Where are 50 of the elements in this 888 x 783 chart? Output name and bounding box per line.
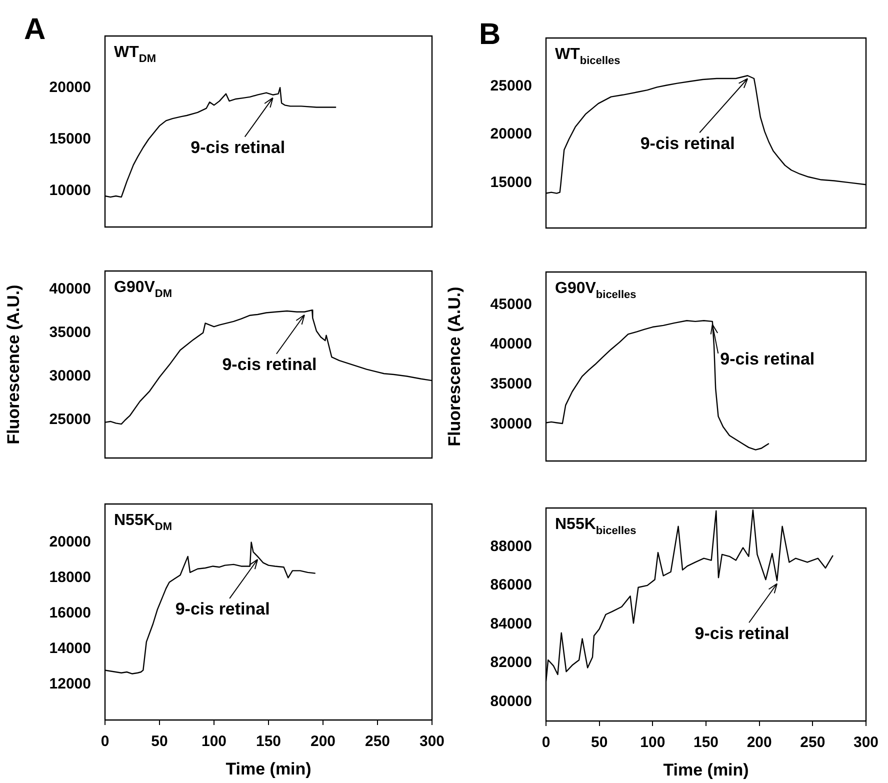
x-tick-label: 0 [100,733,110,750]
x-tick-label: 100 [640,734,666,752]
text: B [479,18,501,51]
x-tick-label: 50 [151,733,168,750]
x-tick-label: 200 [746,734,772,752]
annotation: 9-cis retinal [694,624,790,643]
y-tick-label: 35000 [490,376,532,393]
y-tick-label: 10000 [49,182,91,200]
y-tick-label: 84000 [490,615,532,632]
y-tick-label: 82000 [490,654,532,672]
y-tick-label: 14000 [49,640,91,658]
y-axis-title: Fluorescence (A.U.) [444,286,464,446]
text: A [24,13,46,46]
x-tick-label: 100 [201,733,227,750]
y-tick-label: 25000 [49,410,91,428]
y-axis-title: Fluorescence (A.U.) [4,284,23,444]
y-tick-label: 16000 [49,604,91,622]
annotation: 9-cis retinal [640,134,735,153]
x-tick-label: 300 [419,733,445,750]
y-tick-label: 15000 [49,130,91,148]
x-tick-label: 150 [693,734,719,752]
annotation: 9-cis retinal [190,138,286,158]
y-tick-label: 86000 [490,576,532,594]
annotation: 9-cis retinal [720,350,815,369]
y-tick-label: 18000 [49,568,91,586]
annotation: 9-cis retinal [175,600,270,619]
y-tick-label: 20000 [49,78,91,96]
y-tick-label: 45000 [490,296,532,313]
x-tick-label: 200 [310,733,336,750]
x-tick-label: 0 [542,734,550,752]
y-tick-label: 25000 [490,77,532,94]
y-tick-label: 88000 [490,538,532,555]
x-axis-title: Time (min) [226,759,312,778]
x-tick-label: 150 [256,733,282,750]
y-tick-label: 20000 [490,126,532,143]
y-tick-label: 30000 [49,367,91,384]
x-tick-label: 300 [853,734,879,752]
y-tick-label: 35000 [49,324,91,341]
y-tick-label: 15000 [490,174,532,191]
y-tick-label: 40000 [49,280,91,298]
y-tick-label: 30000 [490,415,532,432]
y-tick-label: 12000 [49,676,91,693]
annotation: 9-cis retinal [222,355,317,374]
x-axis-title: Time (min) [663,760,749,780]
y-tick-label: 80000 [490,692,532,710]
x-tick-label: 250 [800,734,826,752]
y-tick-label: 40000 [490,336,532,353]
x-tick-label: 250 [364,733,390,750]
y-tick-label: 20000 [49,533,91,550]
x-tick-label: 50 [590,734,608,752]
